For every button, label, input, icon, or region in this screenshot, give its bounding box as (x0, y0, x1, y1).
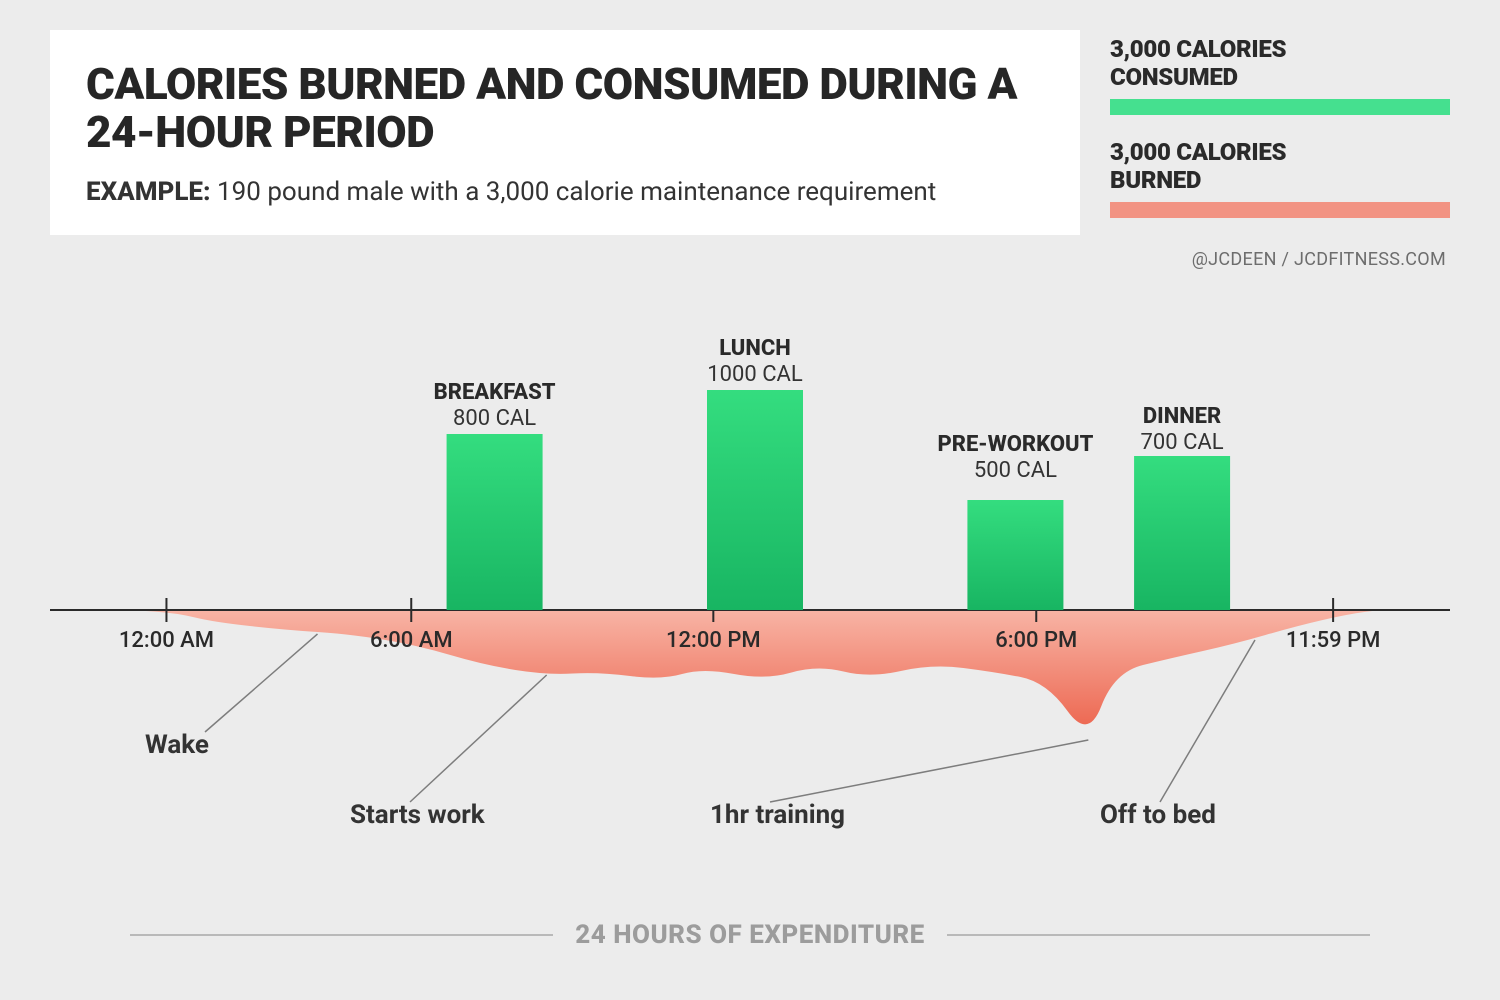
example-body: 190 pound male with a 3,000 calorie main… (211, 177, 937, 207)
legend-burned-line1: 3,000 CALORIES (1110, 139, 1450, 167)
meal-label: BREAKFAST800 CAL (434, 380, 556, 433)
meal-name: LUNCH (707, 336, 802, 362)
time-tick-label: 6:00 AM (370, 628, 453, 653)
header-row: CALORIES BURNED AND CONSUMED DURING A 24… (0, 0, 1500, 235)
legend: 3,000 CALORIES CONSUMED 3,000 CALORIES B… (1110, 30, 1450, 235)
footer: 24 HOURS OF EXPENDITURE (130, 920, 1370, 950)
time-tick-label: 6:00 PM (995, 628, 1077, 653)
meal-cal: 700 CAL (1141, 430, 1224, 456)
example-text: EXAMPLE: 190 pound male with a 3,000 cal… (86, 177, 1044, 207)
example-label: EXAMPLE: (86, 177, 211, 207)
chart: 12:00 AM 6:00 AM 12:00 PM 6:00 PM 11:59 PM BR… (50, 320, 1450, 880)
footer-rule-right (947, 934, 1370, 936)
time-tick-label: 12:00 AM (119, 628, 214, 653)
event-label: Off to bed (1100, 800, 1216, 830)
legend-burned: 3,000 CALORIES BURNED (1110, 139, 1450, 218)
meal-name: BREAKFAST (434, 380, 556, 406)
meal-label: LUNCH1000 CAL (707, 336, 802, 389)
legend-consumed-line2: CONSUMED (1110, 64, 1450, 92)
header-box: CALORIES BURNED AND CONSUMED DURING A 24… (50, 30, 1080, 235)
meal-label: PRE-WORKOUT500 CAL (937, 432, 1093, 485)
legend-consumed-bar (1110, 99, 1450, 115)
meal-cal: 1000 CAL (707, 362, 802, 388)
meal-cal: 500 CAL (937, 458, 1093, 484)
time-tick-label: 12:00 PM (666, 628, 761, 653)
meal-cal: 800 CAL (434, 406, 556, 432)
legend-burned-bar (1110, 202, 1450, 218)
footer-text: 24 HOURS OF EXPENDITURE (575, 920, 925, 950)
chart-svg (50, 320, 1450, 880)
event-label: Starts work (350, 800, 485, 830)
legend-consumed-line1: 3,000 CALORIES (1110, 36, 1450, 64)
attribution: @JCDEEN / JCDFITNESS.COM (0, 235, 1500, 270)
legend-consumed: 3,000 CALORIES CONSUMED (1110, 36, 1450, 115)
meal-name: PRE-WORKOUT (937, 432, 1093, 458)
legend-burned-line2: BURNED (1110, 167, 1450, 195)
event-label: Wake (145, 730, 209, 760)
event-label: 1hr training (710, 800, 845, 830)
footer-rule-left (130, 934, 553, 936)
page-title: CALORIES BURNED AND CONSUMED DURING A 24… (86, 60, 1044, 157)
time-tick-label: 11:59 PM (1286, 628, 1381, 653)
meal-name: DINNER (1141, 404, 1224, 430)
meal-label: DINNER700 CAL (1141, 404, 1224, 457)
